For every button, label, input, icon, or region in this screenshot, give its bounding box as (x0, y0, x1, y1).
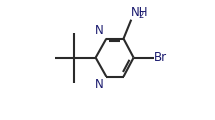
Text: N: N (95, 78, 104, 91)
Text: N: N (95, 24, 104, 37)
Text: 2: 2 (139, 11, 144, 20)
Text: Br: Br (154, 51, 167, 63)
Text: NH: NH (131, 6, 149, 19)
